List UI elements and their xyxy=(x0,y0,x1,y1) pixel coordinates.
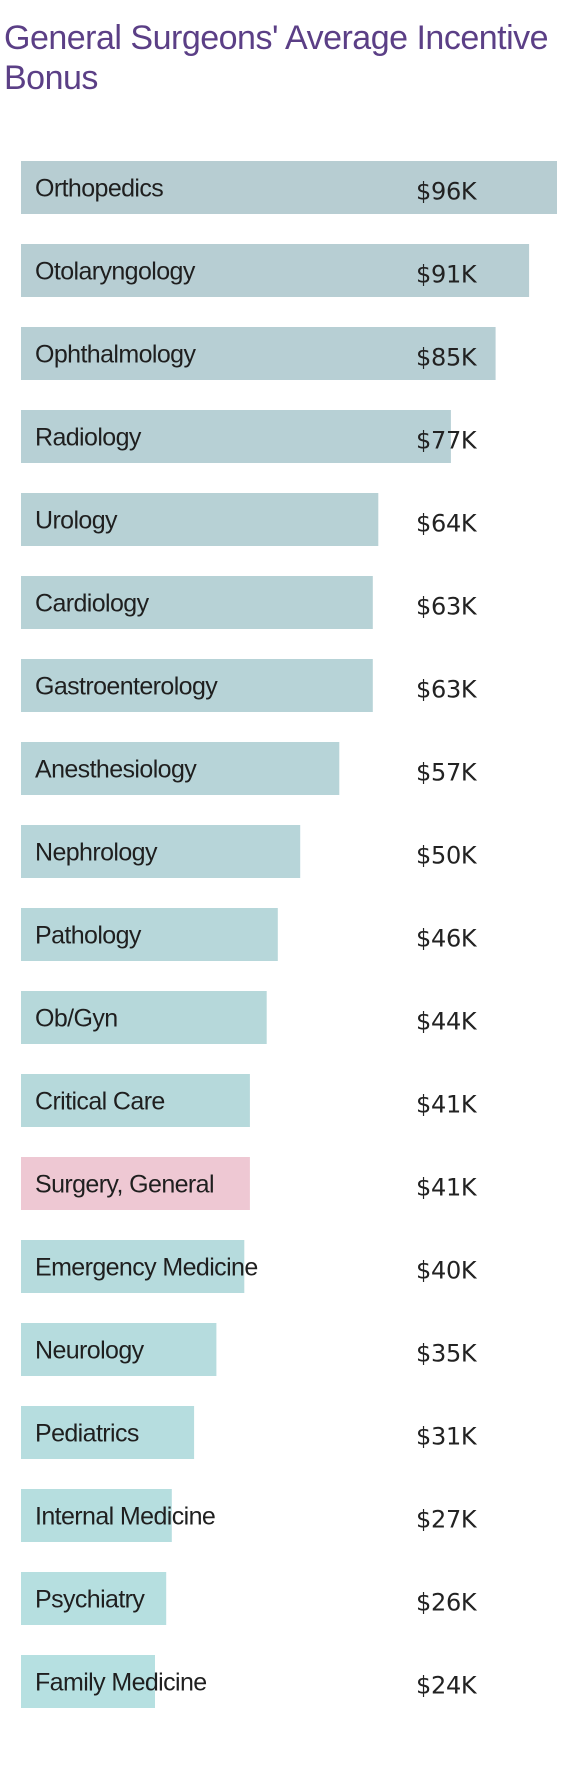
category-label: Gastroenterology xyxy=(35,673,218,701)
bar xyxy=(21,742,340,795)
bar xyxy=(21,1323,217,1376)
category-label: Psychiatry xyxy=(35,1586,145,1614)
category-label: Ob/Gyn xyxy=(35,1005,118,1033)
category-label: Critical Care xyxy=(35,1088,165,1116)
bar-group: Ob/Gyn $44K xyxy=(21,991,478,1044)
category-label: Neurology xyxy=(35,1337,145,1365)
bar xyxy=(21,1240,245,1293)
bar xyxy=(21,244,530,297)
value-label: $46K xyxy=(416,925,478,953)
bar xyxy=(21,659,373,712)
category-label: Internal Medicine xyxy=(35,1503,215,1531)
bar-group: Radiology $77K xyxy=(21,410,478,463)
category-label: Radiology xyxy=(35,424,142,452)
value-label: $85K xyxy=(416,344,478,372)
value-label: $91K xyxy=(416,261,478,289)
bar-group: Pediatrics $31K xyxy=(21,1406,478,1459)
value-label: $77K xyxy=(416,427,478,455)
value-label: $96K xyxy=(416,178,478,206)
bar-group: Emergency Medicine $40K xyxy=(21,1240,478,1293)
category-label: Surgery, General xyxy=(35,1171,214,1199)
bar-group: Critical Care $41K xyxy=(21,1074,478,1127)
value-label: $57K xyxy=(416,759,478,787)
bar xyxy=(21,991,267,1044)
value-label: $44K xyxy=(416,1008,478,1036)
bar-group: Internal Medicine $27K xyxy=(21,1489,478,1542)
bar xyxy=(21,327,496,380)
category-label: Nephrology xyxy=(35,839,158,867)
category-label: Anesthesiology xyxy=(35,756,197,784)
value-label: $35K xyxy=(416,1340,478,1368)
bar xyxy=(21,1655,155,1708)
bar-group: Otolaryngology $91K xyxy=(21,244,530,297)
category-label: Pathology xyxy=(35,922,142,950)
bar xyxy=(21,1489,172,1542)
bar-group: Psychiatry $26K xyxy=(21,1572,478,1625)
bar-group: Cardiology $63K xyxy=(21,576,478,629)
category-label: Ophthalmology xyxy=(35,341,196,369)
value-label: $31K xyxy=(416,1423,478,1451)
bar-group: Neurology $35K xyxy=(21,1323,478,1376)
bar-group: Surgery, General $41K xyxy=(21,1157,478,1210)
bar xyxy=(21,825,301,878)
bar xyxy=(21,1157,250,1210)
bar-group: Family Medicine $24K xyxy=(21,1655,478,1708)
value-label: $41K xyxy=(416,1091,478,1119)
category-label: Cardiology xyxy=(35,590,150,618)
bar-group: Ophthalmology $85K xyxy=(21,327,496,380)
category-label: Emergency Medicine xyxy=(35,1254,258,1282)
category-label: Orthopedics xyxy=(35,175,163,203)
value-label: $26K xyxy=(416,1589,478,1617)
category-label: Urology xyxy=(35,507,118,535)
category-label: Family Medicine xyxy=(35,1669,207,1697)
value-label: $50K xyxy=(416,842,478,870)
bar-group: Urology $64K xyxy=(21,493,478,546)
value-label: $63K xyxy=(416,676,478,704)
bar xyxy=(21,493,379,546)
bar-group: Nephrology $50K xyxy=(21,825,478,878)
bar xyxy=(21,908,278,961)
value-label: $64K xyxy=(416,510,478,538)
value-label: $27K xyxy=(416,1506,478,1534)
value-label: $63K xyxy=(416,593,478,621)
bar-group: Gastroenterology $63K xyxy=(21,659,478,712)
value-label: $24K xyxy=(416,1672,478,1700)
value-label: $40K xyxy=(416,1257,478,1285)
bar xyxy=(21,161,557,214)
bar xyxy=(21,576,373,629)
bar xyxy=(21,410,451,463)
bar xyxy=(21,1572,167,1625)
bar-group: Anesthesiology $57K xyxy=(21,742,478,795)
category-label: Pediatrics xyxy=(35,1420,139,1448)
bar-group: Pathology $46K xyxy=(21,908,478,961)
bar-group: Orthopedics $96K xyxy=(21,161,557,214)
value-label: $41K xyxy=(416,1174,478,1202)
category-label: Otolaryngology xyxy=(35,258,196,286)
bar xyxy=(21,1406,195,1459)
bar xyxy=(21,1074,250,1127)
chart-title: General Surgeons' Average Incentive Bonu… xyxy=(4,19,549,97)
